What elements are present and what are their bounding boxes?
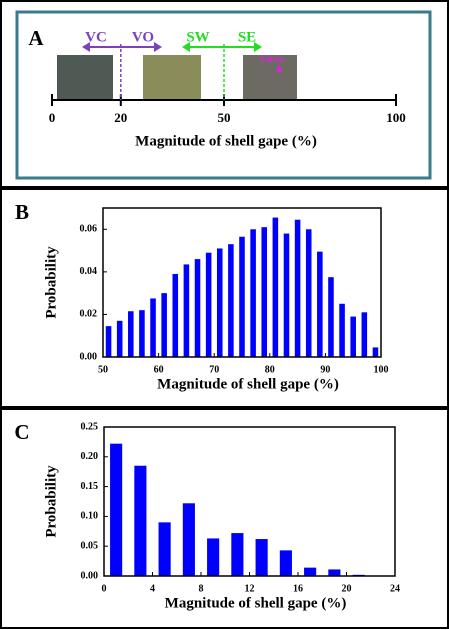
bar: [250, 229, 256, 357]
panel-c-frame: [0, 408, 449, 629]
photo: [243, 55, 297, 100]
x-tick-label: 0: [102, 583, 107, 594]
arrow-head: [82, 42, 90, 52]
x-tick-label: 90: [320, 364, 330, 375]
bar: [110, 443, 123, 576]
panel-a-frame: [0, 0, 449, 188]
bar: [216, 248, 223, 357]
bar: [158, 522, 171, 576]
x-tick-label: 20: [342, 583, 352, 594]
y-tick-label: 0.00: [81, 570, 99, 581]
x-tick-label: 24: [390, 583, 400, 594]
y-tick-label: 0.10: [81, 511, 99, 522]
x-tick-label: 70: [209, 364, 219, 375]
plot-frame: [103, 426, 396, 577]
bar: [231, 533, 244, 576]
panel-a-inner-frame: [15, 10, 432, 180]
bar: [205, 252, 212, 357]
arrow-head: [182, 42, 190, 52]
bar: [304, 567, 317, 576]
x-tick-label: 4: [150, 583, 155, 594]
annotation-arrow: [276, 64, 282, 72]
bar: [150, 298, 156, 357]
arrow-head: [154, 42, 162, 52]
bar: [139, 310, 145, 357]
y-tick-label: 0.20: [81, 451, 99, 462]
bar: [239, 236, 245, 357]
bar: [372, 347, 379, 357]
y-tick-label: 0.02: [80, 309, 98, 320]
plot-frame: [102, 207, 382, 358]
x-axis-title: Magnitude of shell gape (%): [165, 595, 347, 611]
photo: [57, 55, 113, 100]
x-tick-label: 60: [154, 364, 164, 375]
y-tick-label: 0.05: [81, 540, 99, 551]
x-tick-label: 100: [386, 110, 406, 125]
bar: [228, 244, 234, 357]
bar: [161, 293, 167, 357]
panel-label: C: [14, 420, 29, 444]
bar: [328, 277, 334, 357]
photo: [143, 55, 201, 100]
bar: [339, 303, 345, 357]
bar: [128, 311, 134, 357]
panel-label: A: [28, 26, 44, 50]
bar: [317, 251, 323, 357]
arrow-head: [254, 42, 262, 52]
x-axis-title: Magnitude of shell gape (%): [157, 376, 339, 392]
bar: [328, 569, 341, 576]
x-tick-label: 8: [199, 583, 204, 594]
y-axis-title: Probability: [43, 465, 59, 538]
bar: [182, 503, 195, 576]
zone-label: SE: [238, 29, 256, 45]
bar: [279, 550, 292, 576]
x-tick-label: 20: [114, 110, 127, 125]
x-axis-title: Magnitude of shell gape (%): [135, 133, 317, 149]
bar: [105, 326, 112, 357]
y-tick-label: 0.04: [80, 266, 98, 277]
y-axis-title: Probability: [43, 246, 59, 319]
x-tick-label: 80: [265, 364, 275, 375]
bar: [116, 320, 123, 357]
x-tick-label: 16: [293, 583, 303, 594]
panel-label: B: [15, 200, 29, 224]
zone-label: SW: [186, 29, 209, 45]
bar: [305, 229, 312, 357]
bar: [172, 273, 179, 357]
bar: [350, 316, 356, 357]
x-tick-label: 0: [49, 110, 56, 125]
zone-label: VO: [132, 29, 154, 45]
bar: [183, 264, 190, 357]
y-tick-label: 0.25: [81, 421, 99, 432]
bar: [207, 538, 220, 576]
y-tick-label: 0.06: [80, 224, 98, 235]
bar: [361, 312, 368, 357]
x-tick-label: 50: [218, 110, 231, 125]
y-tick-label: 0.15: [81, 481, 99, 492]
panel-b-frame: [0, 188, 449, 408]
annotation: Valves: [260, 54, 285, 64]
bar: [134, 465, 147, 576]
bar: [194, 259, 201, 357]
zone-label: VC: [85, 29, 107, 45]
y-tick-label: 0.00: [80, 351, 98, 362]
x-tick-label: 12: [245, 583, 255, 594]
bar: [255, 539, 268, 576]
bar: [283, 233, 290, 357]
bar: [294, 219, 301, 357]
x-tick-label: 100: [374, 364, 389, 375]
x-tick-label: 50: [98, 364, 108, 375]
bar: [272, 217, 279, 357]
bar: [261, 227, 268, 357]
